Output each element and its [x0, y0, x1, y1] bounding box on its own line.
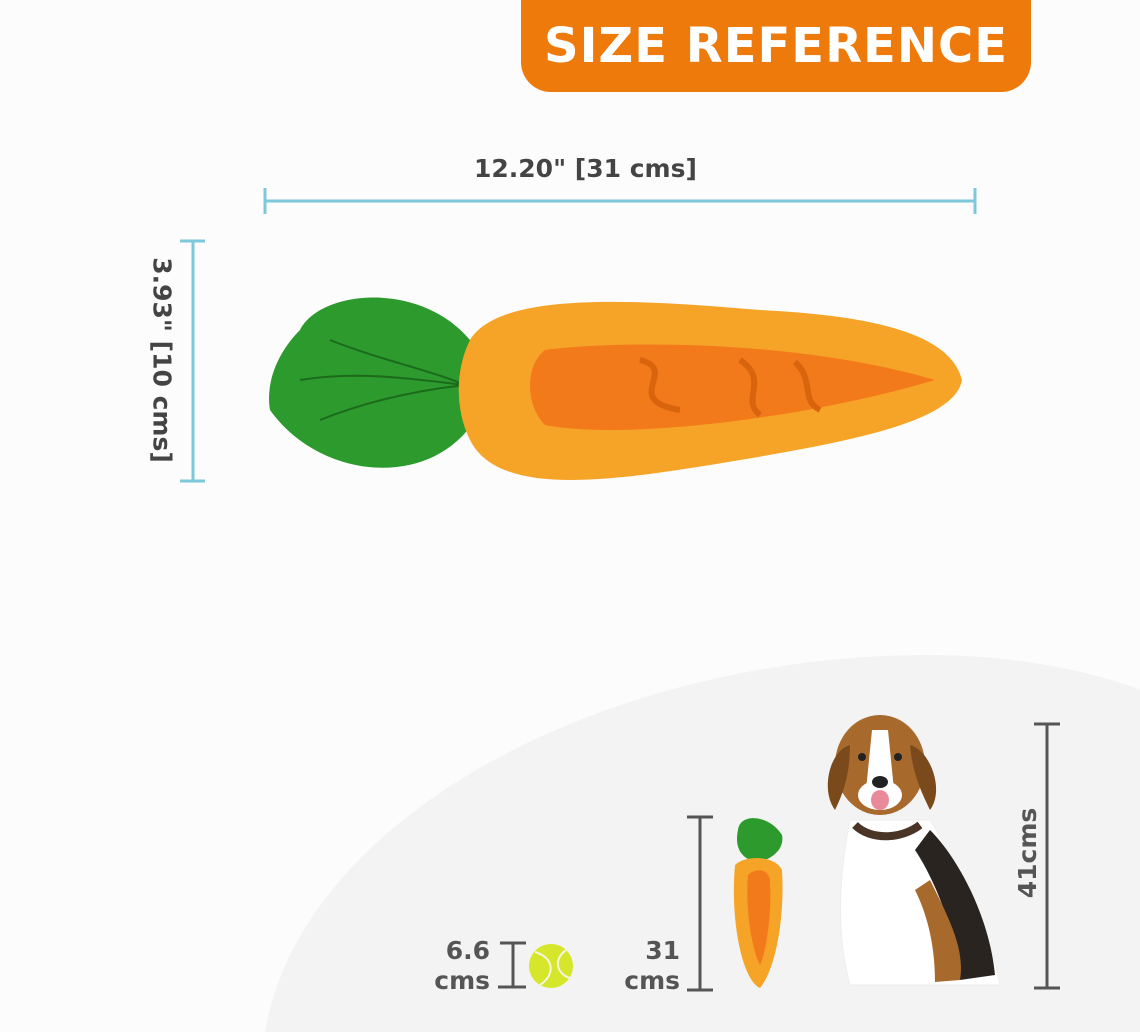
size-reference-banner: SIZE REFERENCE — [521, 0, 1031, 92]
ball-size-unit: cms — [434, 966, 490, 995]
width-dimension-line — [263, 188, 977, 214]
banner-title: SIZE REFERENCE — [544, 18, 1008, 74]
toy-size-unit: cms — [624, 966, 680, 995]
height-label: 3.93" [10 cms] — [147, 257, 177, 463]
ball-dimension-line — [498, 941, 526, 989]
toy-size-value: 31 — [645, 936, 680, 965]
ball-size-label: 6.6 cms — [420, 936, 490, 996]
toy-dimension-line — [687, 815, 713, 992]
toy-size-label: 31 cms — [600, 936, 680, 996]
background-arc — [265, 655, 1140, 1032]
width-label: 12.20" [31 cms] — [474, 154, 697, 183]
carrot-toy-image — [269, 297, 962, 480]
tennis-ball-image — [529, 944, 573, 988]
small-carrot-image — [733, 818, 783, 988]
beagle-dog-image — [827, 715, 1001, 986]
height-dimension-line — [180, 239, 205, 483]
dog-dimension-line — [1034, 722, 1060, 990]
ball-size-value: 6.6 — [445, 936, 490, 965]
dog-size-label: 41cms — [1013, 807, 1042, 899]
